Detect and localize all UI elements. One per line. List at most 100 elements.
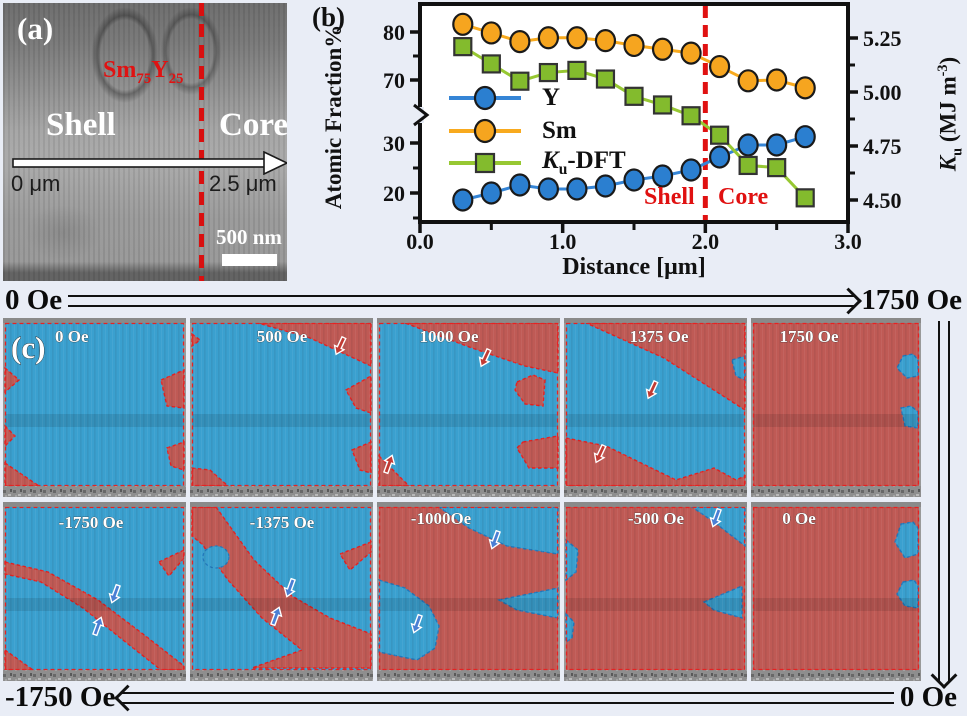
x-tick-label: 1.0 <box>549 229 577 254</box>
marker-Y <box>766 133 788 157</box>
marker-Y <box>623 168 645 192</box>
marker-Y <box>537 177 559 201</box>
substrate-strip <box>751 486 921 497</box>
domain-image-1000Oe: 1000 Oe <box>377 318 560 497</box>
scale-bar <box>222 254 277 266</box>
marker-Sm <box>537 26 559 50</box>
field-sweep-bottom-row: -1750 Oe 0 Oe <box>5 681 957 714</box>
field-end-label: 1750 Oe <box>861 284 962 316</box>
field-value-label: 500 Oe <box>257 327 308 346</box>
substrate-strip <box>3 670 186 681</box>
marker-Ku-DFT <box>538 62 558 83</box>
panel-c-label: (c) <box>11 330 45 365</box>
marker-Ku-DFT <box>595 69 616 89</box>
field-start-label: 0 Oe <box>5 284 63 316</box>
marker-Ku-DFT <box>767 158 787 178</box>
substrate-strip <box>190 486 373 497</box>
panel-a-label: (a) <box>17 11 54 46</box>
left-tick-label: 30 <box>383 131 405 156</box>
composition-sub2: 25 <box>168 70 184 87</box>
chart-shell-zone-label: Shell <box>644 184 695 210</box>
marker-Y <box>452 188 474 212</box>
domain-outline <box>565 506 746 671</box>
annotation-arrow-icon <box>593 443 607 464</box>
x-axis-title: Distance [μm] <box>562 254 706 280</box>
domain-outline <box>752 506 920 671</box>
right-axis-exponent: -3 <box>935 64 951 77</box>
domain-outline <box>378 322 559 487</box>
marker-Y <box>594 174 617 198</box>
domain-outline <box>191 506 372 671</box>
substrate-strip <box>190 670 373 681</box>
marker-Ku-DFT <box>652 95 673 115</box>
composition-el2: Y <box>151 57 169 83</box>
domain-outline <box>378 506 559 671</box>
chart-core-zone-label: Core <box>718 184 769 210</box>
field-value-label: -1000Oe <box>411 509 472 528</box>
annotation-arrow-icon <box>108 583 121 604</box>
marker-Y <box>509 173 531 197</box>
axis-break-icon <box>413 103 430 127</box>
marker-Y <box>794 125 816 149</box>
field-value-label: 1000 Oe <box>419 327 478 346</box>
marker-Ku-DFT <box>738 155 758 176</box>
legend-row-y: Y <box>446 84 561 111</box>
annotation-arrow-icon <box>709 507 722 528</box>
right-tick-label: 5.00 <box>863 80 902 105</box>
right-axis-k: K <box>935 155 961 172</box>
substrate-strip <box>3 486 186 497</box>
right-axis-close: ) <box>935 56 961 65</box>
atomic-fraction-chart: 0.0 1.0 2.0 3.0 80 70 30 20 5.25 5.00 4.75 4.50 <box>383 2 902 254</box>
arrow-head <box>263 151 287 175</box>
panel-b-chart: 0.0 1.0 2.0 3.0 80 70 30 20 5.25 5.00 4.75 4.50 (b)… <box>310 0 967 284</box>
domain-image-1750Oe: 1750 Oe <box>751 318 921 497</box>
domain-image-500Oe: 500 Oe <box>190 318 373 497</box>
substrate-strip <box>377 670 560 681</box>
field-value-label: 1750 Oe <box>779 327 838 346</box>
marker-Sm <box>509 29 531 54</box>
x-tick-label: 3.0 <box>834 229 862 254</box>
distance-end-label: 2.5 μm <box>209 171 277 196</box>
left-tick-label: 80 <box>383 20 405 45</box>
marker-Ku-DFT <box>453 37 473 57</box>
marker-Sm <box>651 37 674 61</box>
domain-outline <box>191 322 372 487</box>
domain-image--1375Oe: -1375 Oe <box>190 502 373 681</box>
marker-Sm <box>680 41 702 65</box>
field-value-label: 0 Oe <box>55 327 89 346</box>
core-region-label: Core <box>219 107 287 143</box>
annotation-arrow-icon <box>92 616 105 637</box>
composition-sub1: 75 <box>136 70 152 87</box>
marker-Y <box>480 181 502 205</box>
domain-image-0Oe: 0 Oe <box>751 502 921 681</box>
x-tick-label: 0.0 <box>406 229 434 254</box>
right-tick-label: 5.25 <box>863 26 902 51</box>
marker-Ku-DFT <box>681 106 701 126</box>
annotation-arrow-icon <box>283 577 296 598</box>
substrate-strip <box>751 670 921 681</box>
marker-Sm <box>480 21 502 45</box>
legend-label-y: Y <box>542 84 561 111</box>
marker-Ku-DFT <box>481 54 501 74</box>
right-tick-label: 4.75 <box>863 134 902 159</box>
domain-image-1375Oe: 1375 Oe <box>564 318 747 497</box>
domain-image-0Oe: (c) 0 Oe <box>3 318 186 497</box>
marker-Y <box>651 164 674 188</box>
domain-image--1750Oe: -1750 Oe <box>3 502 186 681</box>
marker-Y <box>680 158 702 182</box>
legend-label-ku: Ku-DFT <box>542 147 626 178</box>
left-tick-label: 70 <box>383 68 405 93</box>
annotation-arrow-icon <box>478 347 492 368</box>
marker-Ku-DFT <box>710 125 730 145</box>
marker-Sm <box>594 29 617 53</box>
domain-outline <box>752 322 920 487</box>
x-tick-label: 2.0 <box>692 229 720 254</box>
field-value-label: -1375 Oe <box>250 513 315 532</box>
composition-label: Sm75Y25 <box>103 57 183 88</box>
marker-Ku-DFT <box>795 188 815 208</box>
annotation-arrow-icon <box>270 606 283 627</box>
right-tick-label: 4.50 <box>863 188 902 213</box>
marker-Sm <box>623 33 645 58</box>
panel-b-label: (b) <box>312 2 345 32</box>
field-value-label: -1750 Oe <box>59 513 124 532</box>
